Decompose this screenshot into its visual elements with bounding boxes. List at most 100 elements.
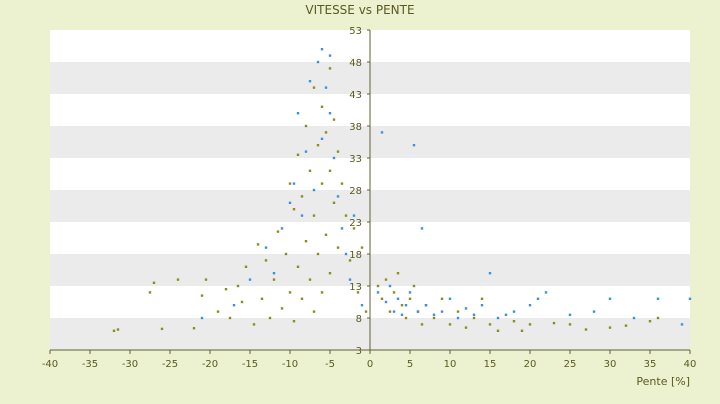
data-point	[264, 246, 268, 249]
data-point	[408, 291, 412, 294]
data-point	[256, 243, 260, 246]
x-tick-label: -10	[282, 359, 298, 370]
x-axis-label: Pente [%]	[636, 375, 690, 388]
data-point	[320, 105, 324, 108]
y-tick-label: 28	[349, 186, 362, 197]
x-tick-label: 15	[484, 359, 497, 370]
data-point	[384, 278, 388, 281]
y-tick-label: 23	[349, 218, 362, 229]
data-point	[424, 304, 428, 307]
data-point	[456, 310, 460, 313]
data-point	[404, 316, 408, 320]
data-point	[152, 281, 156, 284]
data-point	[312, 214, 316, 217]
data-point	[300, 297, 304, 300]
data-point	[656, 297, 660, 300]
data-point	[324, 131, 328, 134]
data-point	[240, 300, 244, 304]
data-point	[284, 252, 288, 256]
data-point	[344, 214, 348, 217]
data-point	[232, 304, 236, 307]
data-point	[396, 272, 400, 275]
data-point	[488, 272, 492, 275]
data-point	[396, 297, 400, 300]
data-point	[380, 131, 384, 134]
data-point	[316, 144, 320, 147]
data-point	[272, 272, 276, 275]
data-point	[160, 327, 164, 331]
data-point	[316, 252, 320, 256]
y-tick-label: 48	[349, 58, 362, 69]
data-point	[312, 310, 316, 313]
x-tick-label: 30	[604, 359, 617, 370]
data-point	[608, 326, 612, 329]
data-point	[340, 182, 344, 185]
data-point	[568, 313, 572, 316]
data-point	[348, 259, 352, 262]
data-point	[328, 112, 332, 115]
data-point	[360, 304, 364, 307]
data-point	[568, 323, 572, 326]
data-point	[332, 201, 336, 204]
data-point	[228, 316, 232, 320]
data-point	[296, 153, 300, 156]
data-point	[348, 278, 352, 281]
x-tick-label: 0	[367, 359, 373, 370]
data-point	[412, 284, 416, 288]
data-point	[404, 304, 408, 307]
data-point	[312, 86, 316, 89]
data-point	[592, 310, 596, 313]
data-point	[292, 320, 296, 323]
data-point	[296, 265, 300, 268]
data-point	[392, 291, 396, 294]
data-points	[112, 48, 692, 332]
data-point	[472, 316, 476, 320]
y-tick-label: 38	[349, 122, 362, 133]
data-point	[192, 327, 196, 330]
data-point	[400, 304, 404, 307]
data-point	[320, 291, 324, 294]
data-point	[400, 313, 404, 316]
data-point	[420, 323, 424, 326]
x-tick-label: 20	[524, 359, 537, 370]
data-point	[296, 112, 300, 115]
data-point	[304, 124, 308, 128]
data-point	[408, 297, 412, 300]
data-point	[420, 227, 424, 230]
data-point	[276, 230, 280, 233]
data-point	[376, 291, 380, 294]
data-point	[148, 291, 152, 294]
data-point	[528, 304, 532, 307]
y-tick-label: 53	[349, 26, 362, 37]
data-point	[300, 195, 304, 198]
data-point	[544, 291, 548, 294]
data-point	[280, 307, 284, 310]
data-point	[464, 307, 468, 310]
data-point	[512, 310, 516, 313]
data-point	[264, 259, 268, 262]
data-point	[320, 182, 324, 185]
x-tick-label: -40	[42, 359, 58, 370]
data-point	[244, 265, 248, 268]
data-point	[488, 323, 492, 326]
y-tick-label: 8	[356, 314, 362, 325]
data-point	[464, 326, 468, 329]
data-point	[308, 278, 312, 281]
data-point	[288, 182, 292, 185]
data-point	[200, 316, 204, 320]
data-point	[236, 284, 240, 288]
data-point	[480, 297, 484, 300]
data-point	[272, 278, 276, 281]
data-point	[632, 316, 636, 320]
data-point	[552, 321, 556, 325]
data-point	[480, 304, 484, 307]
data-point	[344, 252, 348, 256]
data-point	[380, 297, 384, 300]
data-point	[328, 169, 332, 172]
data-point	[360, 246, 364, 249]
data-point	[204, 278, 208, 281]
data-point	[392, 310, 396, 313]
